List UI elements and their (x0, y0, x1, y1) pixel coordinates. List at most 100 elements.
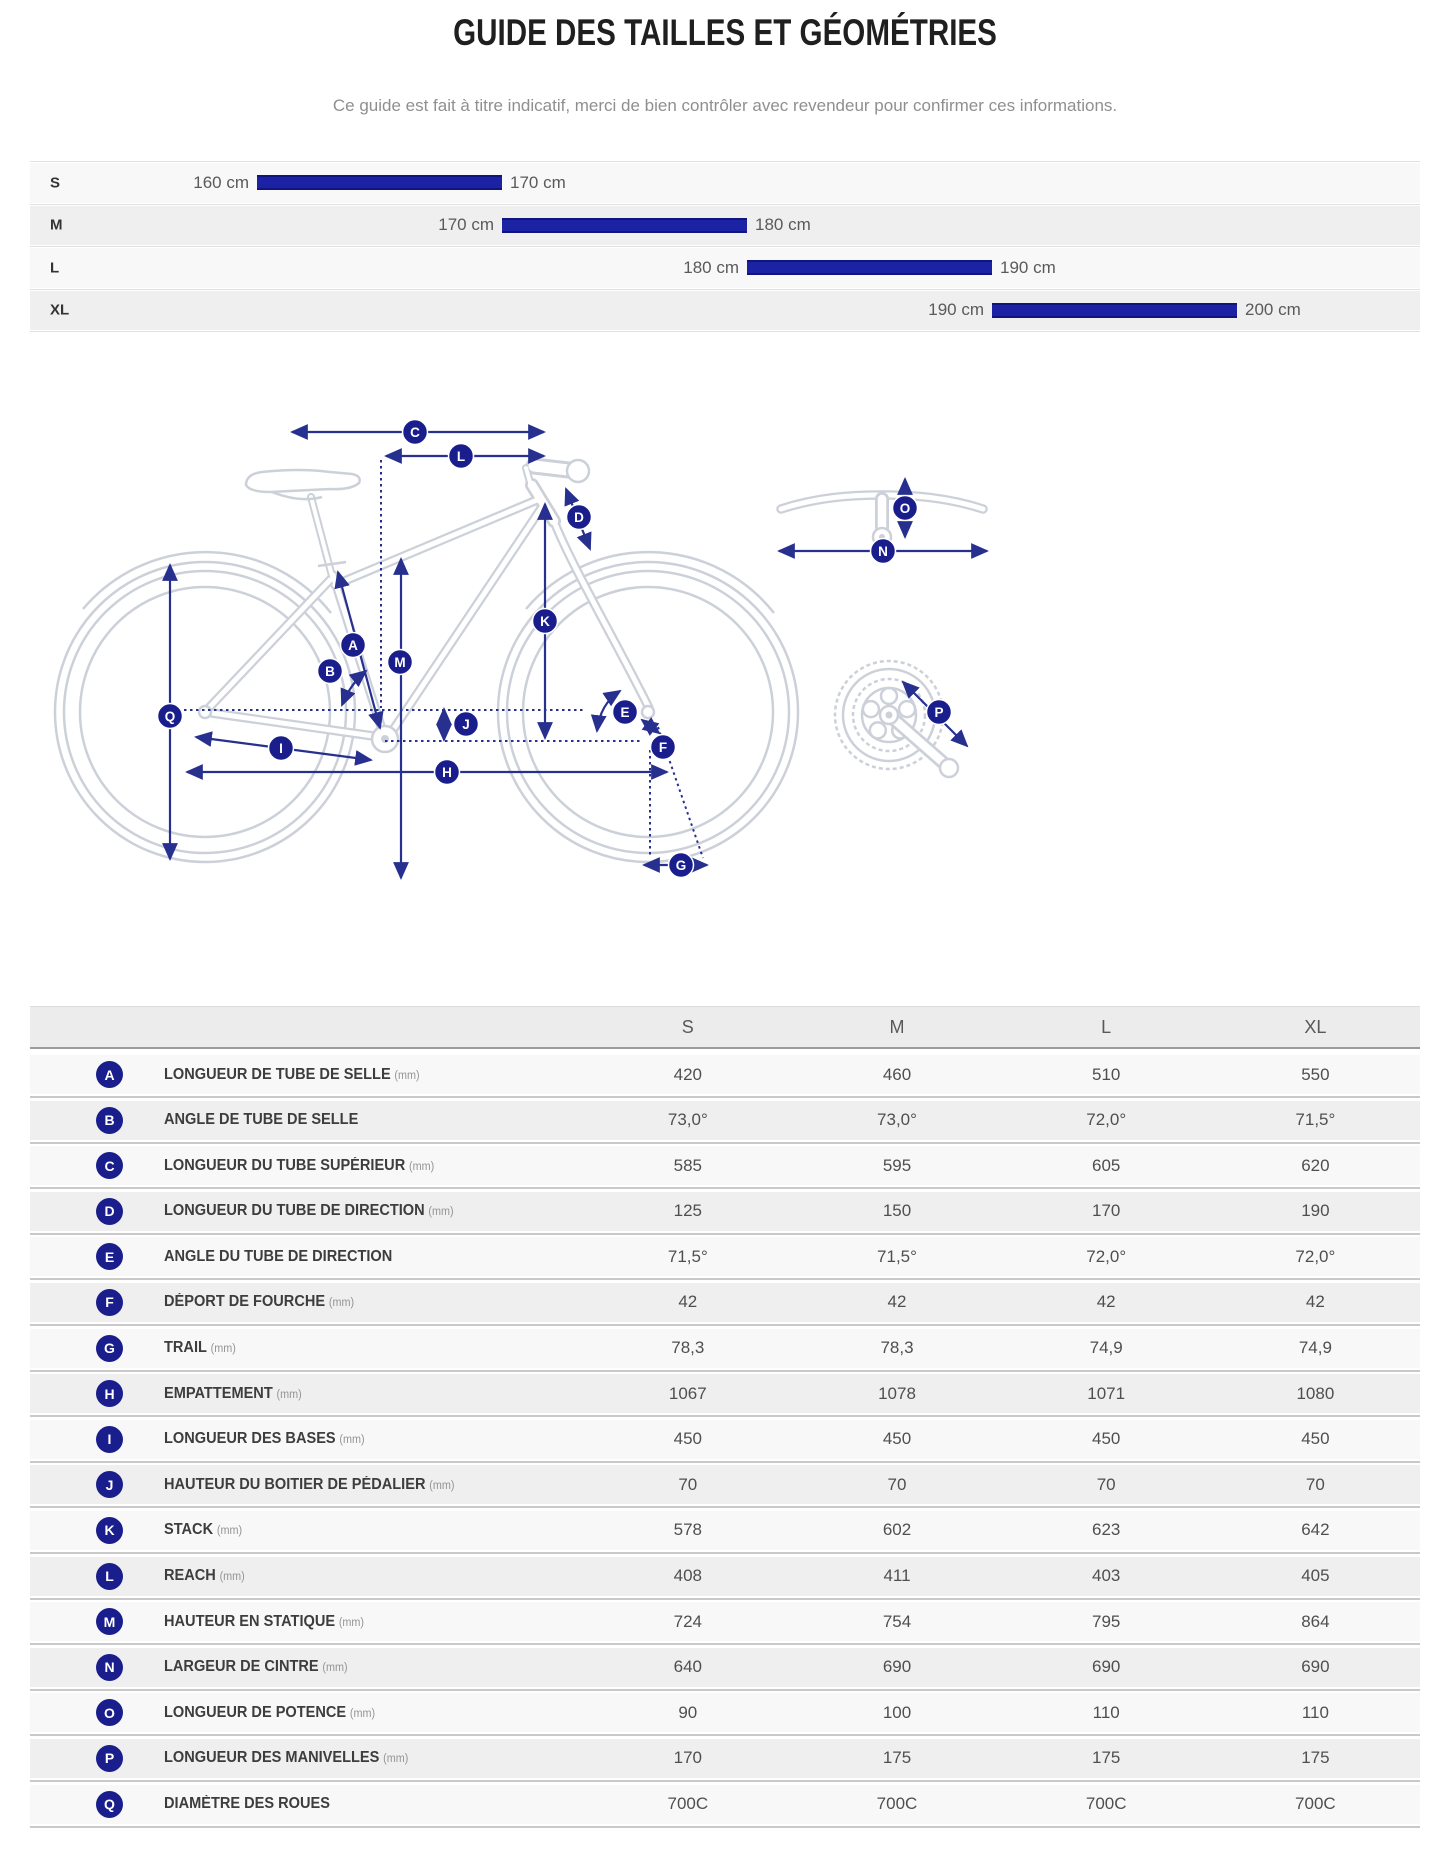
size-range-bar (992, 302, 1237, 318)
value-D-M: 150 (882, 1201, 912, 1221)
diagram-marker-D: D (565, 503, 593, 531)
row-label-wrap: ANGLE DU TUBE DE DIRECTION (164, 1248, 392, 1266)
row-label: HAUTEUR DU BOITIER DE PÉDALIER (164, 1475, 426, 1493)
value-B-M: 73,0° (877, 1110, 917, 1130)
value-O-XL: 110 (1301, 1702, 1329, 1722)
table-row-divider (30, 1688, 1420, 1691)
table-row-divider (30, 1323, 1420, 1326)
row-label-wrap: EMPATTEMENT (mm) (164, 1385, 302, 1403)
range-min-label: 190 cm (928, 300, 984, 320)
value-J-L: 70 (1096, 1474, 1116, 1494)
table-row-divider (30, 1278, 1420, 1281)
value-G-S: 78,3 (671, 1338, 705, 1358)
value-C-L: 605 (1092, 1155, 1121, 1175)
geometry-row-D: D LONGUEUR DU TUBE DE DIRECTION (mm) 125 150… (30, 1191, 1420, 1231)
value-G-M: 78,3 (880, 1338, 914, 1358)
value-M-L: 795 (1092, 1611, 1121, 1631)
row-label-wrap: TRAIL (mm) (164, 1339, 236, 1357)
row-label-cell: N LARGEUR DE CINTRE (mm) (30, 1648, 583, 1687)
row-letter-badge: L (96, 1562, 123, 1590)
table-row-divider (30, 1506, 1420, 1509)
row-letter-badge: H (96, 1380, 123, 1408)
row-label: LARGEUR DE CINTRE (164, 1658, 319, 1676)
diagram-marker-L: L (447, 442, 475, 470)
row-label: TRAIL (164, 1339, 207, 1357)
arrow-F (640, 717, 661, 736)
grip-end (565, 458, 591, 484)
value-A-XL: 550 (1301, 1064, 1330, 1084)
value-D-L: 170 (1092, 1201, 1121, 1221)
geometry-row-I: I LONGUEUR DES BASES (mm) 450 450 450 450 (30, 1419, 1420, 1459)
geometry-row-K: K STACK (mm) 578 602 623 642 (30, 1510, 1420, 1550)
row-letter-badge: I (96, 1425, 123, 1453)
column-header-L: L (1101, 1016, 1112, 1037)
arrow-E-arc (590, 689, 622, 733)
row-label-cell: L REACH (mm) (30, 1557, 583, 1596)
value-L-M: 411 (883, 1566, 911, 1586)
row-unit: (mm) (328, 1297, 355, 1310)
geometry-row-Q: Q DIAMÈTRE DES ROUES 700C 700C 700C 700C (30, 1784, 1420, 1824)
diagram-marker-P: P (925, 698, 953, 726)
row-letter-badge: J (96, 1471, 123, 1499)
row-label: ANGLE DU TUBE DE DIRECTION (164, 1247, 393, 1265)
value-K-XL: 642 (1301, 1520, 1330, 1540)
size-chart-divider (30, 331, 1420, 332)
row-label: REACH (164, 1567, 216, 1585)
front-fender (525, 550, 775, 614)
table-row-divider (30, 1779, 1420, 1782)
value-Q-XL: 700C (1295, 1794, 1336, 1813)
row-unit: (mm) (383, 1753, 409, 1766)
diagram-marker-O: O (891, 494, 919, 522)
value-O-M: 100 (882, 1702, 912, 1722)
range-min-label: 180 cm (683, 257, 739, 277)
row-unit: (mm) (210, 1343, 236, 1356)
table-row-divider (30, 1187, 1420, 1190)
row-label-cell: E ANGLE DU TUBE DE DIRECTION (30, 1237, 583, 1276)
row-label-wrap: LONGUEUR DE POTENCE (mm) (164, 1704, 375, 1722)
geometry-row-A: A LONGUEUR DE TUBE DE SELLE (mm) 420 460 510 5… (30, 1055, 1420, 1094)
svg-text:I: I (279, 741, 283, 756)
svg-text:G: G (676, 858, 687, 873)
value-M-XL: 864 (1301, 1611, 1330, 1631)
svg-text:F: F (659, 740, 667, 755)
svg-text:K: K (540, 614, 550, 629)
row-unit: (mm) (394, 1069, 420, 1082)
front-hub (640, 704, 656, 720)
row-label-wrap: DIAMÈTRE DES ROUES (164, 1795, 330, 1813)
value-P-XL: 175 (1301, 1748, 1330, 1768)
row-unit: (mm) (219, 1571, 245, 1584)
value-I-L: 450 (1092, 1429, 1121, 1449)
row-label: ANGLE DE TUBE DE SELLE (164, 1111, 359, 1129)
value-D-S: 125 (673, 1201, 702, 1221)
size-label: M (50, 216, 63, 234)
size-range-chart: S 160 cm 170 cm M 170 cm 180 cm L 180 cm 190 cm X… (30, 160, 1420, 333)
row-label-wrap: LONGUEUR DES BASES (mm) (164, 1430, 365, 1448)
row-label: LONGUEUR DE POTENCE (164, 1703, 347, 1721)
row-label: DÉPORT DE FOURCHE (164, 1293, 326, 1311)
svg-text:E: E (620, 705, 629, 720)
geometry-row-G: G TRAIL (mm) 78,3 78,3 74,9 74,9 (30, 1328, 1420, 1368)
geometry-row-E: E ANGLE DU TUBE DE DIRECTION 71,5° 71,5° 72,… (30, 1237, 1420, 1277)
value-Q-L: 700C (1085, 1794, 1127, 1813)
row-unit: (mm) (338, 1616, 365, 1629)
row-label-wrap: LONGUEUR DU TUBE SUPÉRIEUR (mm) (164, 1157, 434, 1175)
value-E-XL: 72,0° (1295, 1246, 1336, 1266)
row-label: DIAMÈTRE DES ROUES (164, 1795, 330, 1812)
svg-text:B: B (325, 664, 335, 679)
table-row-divider (30, 1551, 1420, 1554)
value-K-L: 623 (1092, 1520, 1121, 1540)
row-label: LONGUEUR DES MANIVELLES (164, 1749, 380, 1767)
value-E-L: 72,0° (1086, 1246, 1127, 1266)
geometry-row-N: N LARGEUR DE CINTRE (mm) 640 690 690 690 (30, 1647, 1420, 1687)
table-row-divider (30, 1369, 1420, 1372)
row-letter-badge: F (96, 1288, 123, 1316)
row-letter-badge: B (96, 1106, 123, 1134)
diagram-marker-G: G (667, 851, 695, 879)
row-label-cell: C LONGUEUR DU TUBE SUPÉRIEUR (mm) (30, 1146, 583, 1185)
value-F-L: 42 (1096, 1292, 1116, 1312)
row-label: LONGUEUR DU TUBE SUPÉRIEUR (164, 1156, 406, 1174)
row-label-wrap: REACH (mm) (164, 1567, 245, 1585)
geometry-row-C: C LONGUEUR DU TUBE SUPÉRIEUR (mm) 585 595 605… (30, 1146, 1420, 1186)
value-I-S: 450 (673, 1429, 702, 1449)
range-max-label: 170 cm (510, 172, 566, 192)
